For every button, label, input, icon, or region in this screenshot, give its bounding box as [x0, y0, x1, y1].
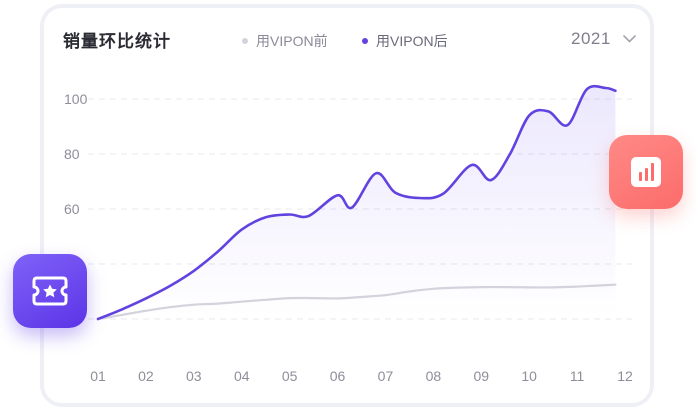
legend-label-after: 用VIPON后: [376, 33, 448, 49]
x-tick-label: 07: [378, 368, 394, 384]
year-select[interactable]: 2021: [571, 29, 636, 49]
x-axis-ticks: 01 02 03 04 05 06 07 08 09 10 11 12: [90, 368, 633, 384]
x-tick-label: 05: [282, 368, 298, 384]
legend-item-before[interactable]: 用VIPON前: [242, 31, 328, 51]
legend-item-after[interactable]: 用VIPON后: [362, 31, 448, 51]
x-tick-label: 03: [186, 368, 202, 384]
x-tick-label: 01: [90, 368, 106, 384]
y-tick-label: 60: [64, 201, 80, 217]
x-tick-label: 04: [234, 368, 250, 384]
x-tick-label: 06: [330, 368, 346, 384]
x-tick-label: 02: [138, 368, 154, 384]
series-line-before: [96, 283, 617, 321]
legend-label-before: 用VIPON前: [256, 33, 328, 49]
ticket-star-icon: [32, 276, 68, 306]
y-tick-label: 80: [64, 146, 80, 162]
bar-chart-icon: [631, 157, 661, 187]
x-tick-label: 11: [570, 368, 585, 384]
x-tick-label: 09: [473, 368, 489, 384]
x-tick-label: 12: [617, 368, 633, 384]
ticket-badge: [13, 254, 87, 328]
chevron-down-icon: [623, 35, 636, 43]
chart-title: 销量环比统计: [63, 32, 171, 51]
stats-badge: [609, 135, 683, 209]
year-value: 2021: [571, 29, 611, 48]
x-tick-label: 10: [521, 368, 537, 384]
legend-dot-before: [242, 38, 248, 44]
legend-dot-after: [362, 38, 368, 44]
x-tick-label: 08: [426, 368, 442, 384]
y-axis-ticks: 60 80 100: [64, 91, 88, 217]
series-line-after: [96, 84, 617, 321]
series-layer: [96, 84, 617, 321]
y-tick-label: 100: [64, 91, 88, 107]
